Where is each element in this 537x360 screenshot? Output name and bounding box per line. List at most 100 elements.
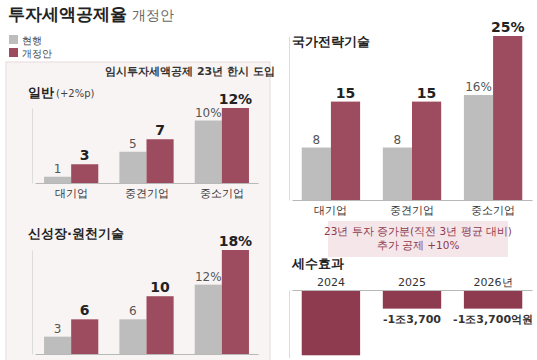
x-tick-label: 대기업 <box>55 187 88 200</box>
data-labels: -1조3,700-1조3,700억원 <box>383 313 533 326</box>
x-axis-line <box>293 200 533 201</box>
legend-swatch <box>9 48 18 57</box>
data-label: 10 <box>150 279 170 295</box>
data-label: 15 <box>336 85 355 101</box>
panel-title-main: 세수효과 <box>291 256 344 271</box>
data-label: 8 <box>313 133 321 147</box>
x-tick-label: 2025 <box>398 276 426 289</box>
data-label: 10% <box>195 106 222 120</box>
bar <box>493 36 522 200</box>
y-axis <box>289 291 290 359</box>
data-label: 5 <box>129 137 137 151</box>
x-tick: 2024 <box>317 276 345 290</box>
bar <box>44 177 71 183</box>
x-axis: 2024 2025 2026년 <box>293 276 533 291</box>
x-axis-line <box>293 290 533 291</box>
bar <box>147 139 174 183</box>
x-axis-line <box>36 354 259 355</box>
y-axis <box>32 251 33 355</box>
data-label: 12% <box>219 91 253 107</box>
data-label: 15 <box>417 85 436 101</box>
data-labels: 1 5 10% 3 7 12% <box>54 91 252 176</box>
bars <box>44 250 249 354</box>
data-label: -1조3,700 <box>383 313 441 326</box>
bar <box>71 164 98 183</box>
bar <box>222 108 249 183</box>
infographic: 투자세액공제율개정안임시투자세액공제 23년 한시 도입1510%3712%대기… <box>0 0 537 360</box>
bar <box>331 102 360 200</box>
data-label: 12% <box>195 270 222 284</box>
data-label: 6 <box>80 302 90 318</box>
panel-title: 일반(+2%p) <box>28 85 94 100</box>
bar <box>302 290 360 355</box>
bar <box>195 121 222 184</box>
data-label: 16% <box>465 80 492 94</box>
y-axis-line <box>32 109 33 184</box>
data-label: 25% <box>491 19 525 35</box>
chart-panel: 8 8 16% 15 15 25% 대기업 중견기업 중소기업 국가전략기술 23년 투자 증가분(… <box>290 19 533 257</box>
data-labels: 3 6 12% 6 10 18% <box>54 233 252 336</box>
x-tick: 대기업 <box>55 183 88 200</box>
x-tick: 중견기업 <box>390 200 434 217</box>
y-axis <box>32 109 33 184</box>
data-label: 6 <box>129 304 137 318</box>
data-label: 1 <box>54 162 62 176</box>
chart-panel: -1조3,700-1조3,700억원 2024 2025 2026년 세수효과 <box>290 256 534 359</box>
x-axis <box>36 354 259 356</box>
panel-title-main: 일반 <box>28 85 54 100</box>
x-tick: 중소기업 <box>471 200 515 217</box>
chart-panel: 1 5 10% 3 7 12% 대기업 중견기업 중소기업 일반(+2%p) <box>28 85 259 200</box>
title-sub: 개정안 <box>132 7 174 23</box>
bar <box>44 337 71 354</box>
x-tick: 중견기업 <box>125 183 169 200</box>
panel-title: 세수효과 <box>291 256 344 271</box>
x-tick-label: 중소기업 <box>200 187 244 200</box>
y-axis-line <box>32 251 33 355</box>
data-label: 18% <box>219 233 253 249</box>
panel-title: 국가전략기술 <box>292 34 370 49</box>
x-tick-label: 대기업 <box>314 204 347 217</box>
legend: 현행개정안 <box>9 35 52 59</box>
y-axis <box>289 37 290 201</box>
bar <box>119 152 146 183</box>
panel-title-main: 신성장·원천기술 <box>28 226 124 241</box>
panel-subtitle: (+2%p) <box>56 88 94 99</box>
x-tick: 중소기업 <box>200 183 244 200</box>
bar <box>222 250 249 354</box>
legend-swatch <box>9 35 18 44</box>
x-tick-label: 중소기업 <box>471 204 515 217</box>
data-label: 3 <box>54 322 62 336</box>
annotation: 추가 공제 +10% <box>377 239 460 251</box>
x-axis: 대기업 중견기업 중소기업 <box>36 183 259 200</box>
data-label: 8 <box>394 133 402 147</box>
bar <box>147 296 174 354</box>
page-title: 투자세액공제율 개정안 <box>8 4 174 24</box>
bar <box>412 102 441 200</box>
panel-title: 신성장·원천기술 <box>28 226 124 241</box>
data-label: 3 <box>80 147 90 163</box>
x-tick-label: 2026년 <box>474 276 513 289</box>
x-axis: 대기업 중견기업 중소기업 <box>293 200 533 217</box>
x-tick-label: 중견기업 <box>125 187 169 200</box>
bar <box>464 290 522 309</box>
chart-panel: 3 6 12% 6 10 18% 신성장·원천기술 <box>28 226 259 355</box>
x-tick: 2026년 <box>474 276 513 290</box>
left-panel-bg <box>6 62 270 360</box>
bars <box>302 36 523 200</box>
bar <box>195 285 222 354</box>
x-tick: 대기업 <box>314 200 347 217</box>
banner: 임시투자세액공제 23년 한시 도입 <box>105 65 275 78</box>
data-label: 7 <box>155 122 165 138</box>
bar <box>302 148 331 200</box>
bar <box>464 95 493 200</box>
x-tick-label: 중견기업 <box>390 204 434 217</box>
bar <box>383 290 441 309</box>
annotation: 23년 투자 증가분(직전 3년 평균 대비) <box>324 225 512 237</box>
x-tick-label: 2024 <box>317 276 345 289</box>
title-main: 투자세액공제율 <box>8 4 127 24</box>
legend-label: 현행 <box>22 35 42 46</box>
y-axis-line <box>289 37 290 201</box>
panel-title-main: 국가전략기술 <box>292 34 370 49</box>
bar <box>119 319 146 354</box>
x-tick: 2025 <box>398 276 426 290</box>
